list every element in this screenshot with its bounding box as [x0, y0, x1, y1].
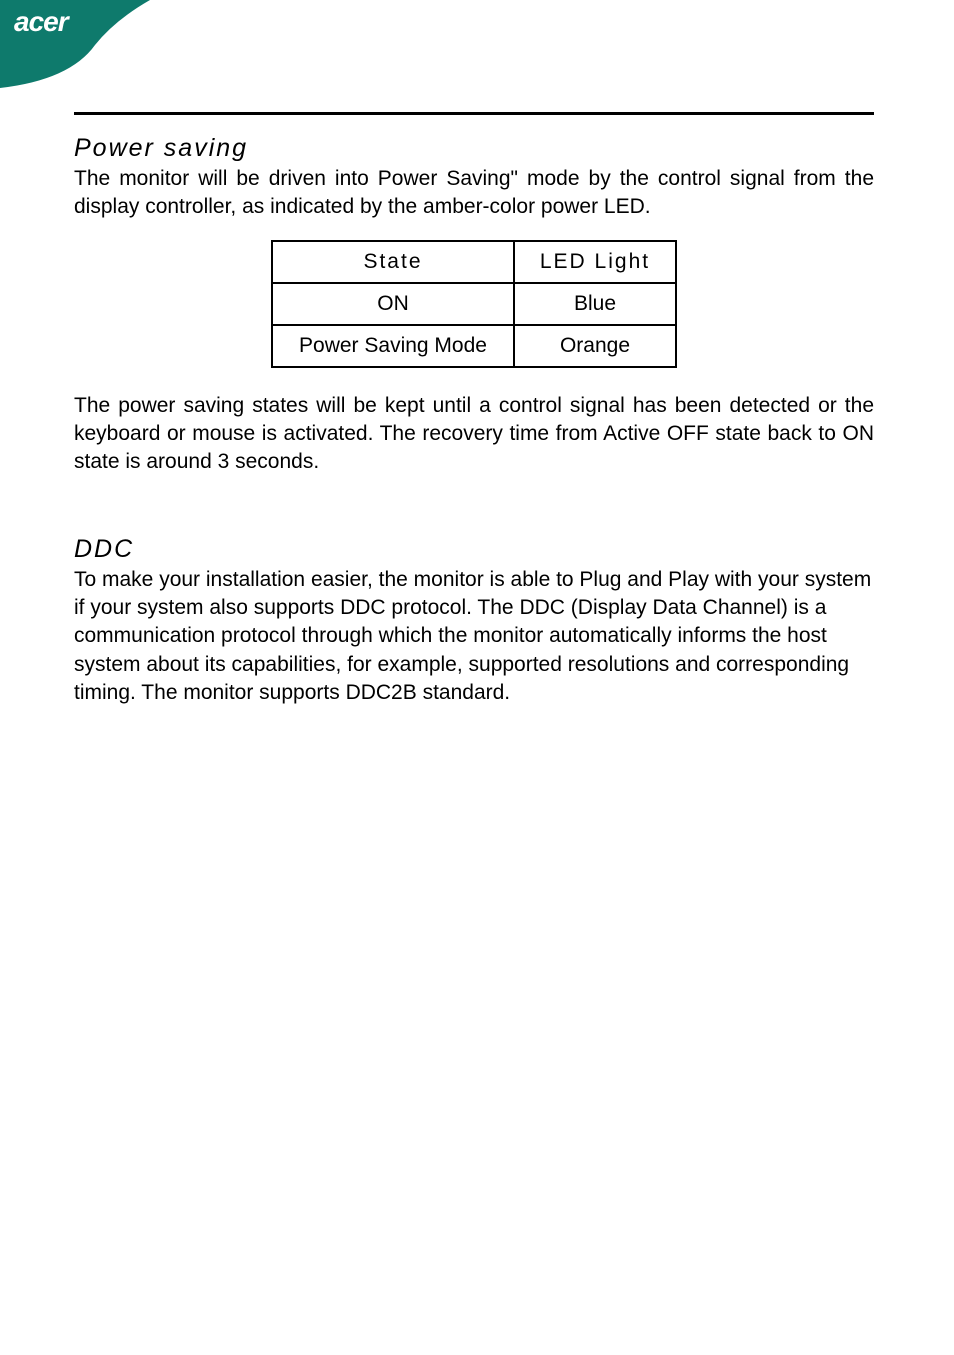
- state-table: State LED Light ON Blue Power Saving Mod…: [271, 240, 677, 368]
- corner-decoration: acer: [0, 0, 150, 90]
- content-area: Power saving The monitor will be driven …: [74, 130, 874, 725]
- para-power-saving-intro: The monitor will be driven into Power Sa…: [74, 165, 874, 222]
- page: acer Power saving The monitor will be dr…: [0, 0, 954, 1355]
- horizontal-rule: [74, 112, 874, 115]
- para-ddc: To make your installation easier, the mo…: [74, 566, 874, 708]
- table-wrap: State LED Light ON Blue Power Saving Mod…: [74, 240, 874, 368]
- heading-ddc: DDC: [74, 535, 874, 564]
- para-power-saving-detail: The power saving states will be kept unt…: [74, 392, 874, 477]
- table-cell: ON: [272, 283, 514, 325]
- table-row: Power Saving Mode Orange: [272, 325, 676, 367]
- table-cell: Blue: [514, 283, 676, 325]
- table-row: ON Blue: [272, 283, 676, 325]
- table-header-led: LED Light: [514, 241, 676, 283]
- heading-power-saving: Power saving: [74, 134, 874, 163]
- table-header-row: State LED Light: [272, 241, 676, 283]
- table-cell: Orange: [514, 325, 676, 367]
- table-header-state: State: [272, 241, 514, 283]
- table-cell: Power Saving Mode: [272, 325, 514, 367]
- brand-logo: acer: [14, 6, 68, 38]
- section-spacer: [74, 495, 874, 531]
